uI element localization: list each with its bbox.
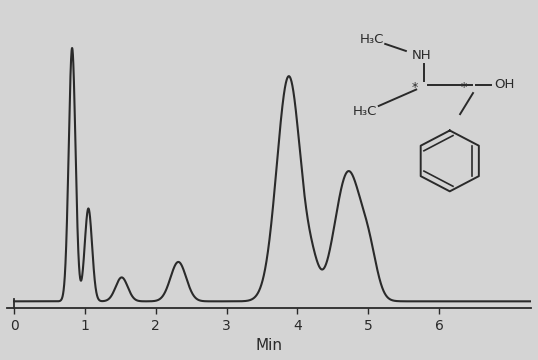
Text: OH: OH xyxy=(494,78,514,91)
Text: H₃C: H₃C xyxy=(352,105,377,118)
Text: NH: NH xyxy=(412,49,431,62)
Text: *: * xyxy=(461,81,467,94)
X-axis label: Min: Min xyxy=(256,338,282,353)
Text: H₃C: H₃C xyxy=(360,33,385,46)
Text: *: * xyxy=(412,81,418,94)
